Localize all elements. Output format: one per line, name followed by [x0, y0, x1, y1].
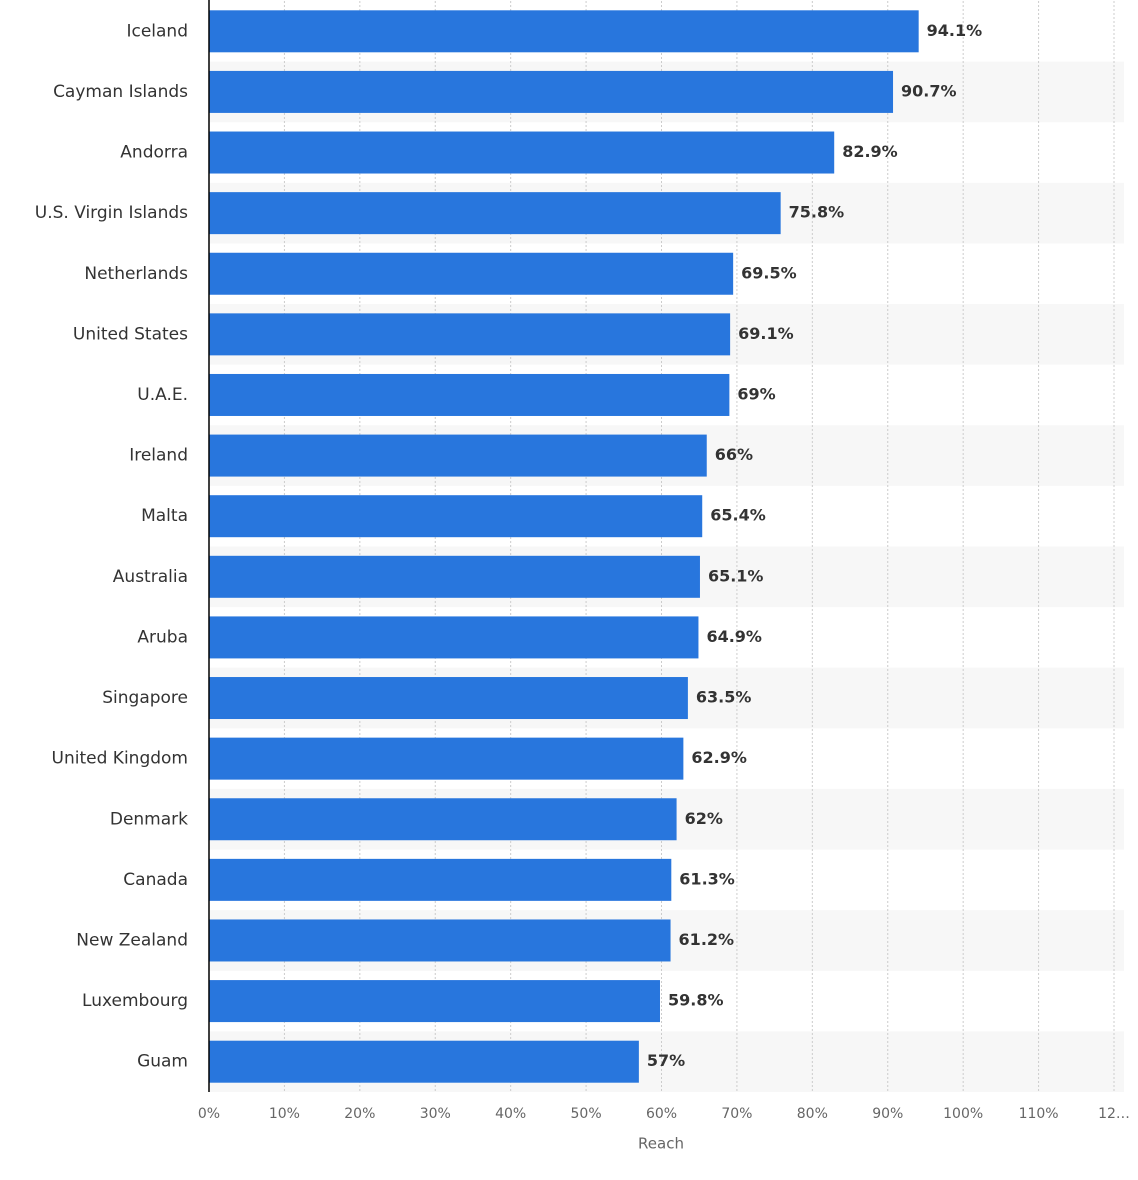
value-label: 94.1%	[927, 21, 983, 40]
bar	[209, 919, 671, 962]
y-tick-label: Guam	[137, 1052, 188, 1072]
bar	[209, 1040, 639, 1083]
bar	[209, 10, 919, 53]
y-tick-label: Denmark	[110, 809, 188, 829]
y-tick-label: Andorra	[120, 143, 188, 163]
y-tick-label: Cayman Islands	[53, 82, 188, 102]
value-label: 62.9%	[691, 748, 747, 767]
value-label: 69.5%	[741, 263, 797, 282]
y-tick-label: Iceland	[126, 21, 188, 41]
value-label: 61.2%	[679, 930, 735, 949]
x-tick-label: 70%	[721, 1106, 752, 1122]
y-tick-label: Malta	[141, 506, 188, 526]
value-label: 65.4%	[710, 506, 766, 525]
bar	[209, 313, 731, 356]
y-tick-label: Luxembourg	[82, 991, 188, 1011]
x-tick-label: 50%	[571, 1106, 602, 1122]
y-tick-label: Canada	[123, 870, 188, 890]
value-label: 66%	[715, 445, 753, 464]
y-tick-label: Ireland	[129, 446, 188, 466]
y-tick-label: U.A.E.	[137, 385, 188, 405]
bar	[209, 616, 699, 659]
bar	[209, 677, 688, 720]
value-label: 59.8%	[668, 991, 724, 1010]
bar	[209, 555, 700, 598]
x-tick-label: 30%	[420, 1106, 451, 1122]
value-label: 57%	[647, 1051, 685, 1070]
x-tick-label: 20%	[344, 1106, 375, 1122]
value-label: 64.9%	[706, 627, 762, 646]
x-tick-label: 0%	[198, 1106, 220, 1122]
value-label: 82.9%	[842, 142, 898, 161]
x-tick-label: 10%	[269, 1106, 300, 1122]
bar	[209, 70, 894, 113]
y-tick-label: U.S. Virgin Islands	[35, 203, 188, 223]
value-label: 69%	[737, 384, 775, 403]
bar	[209, 252, 734, 295]
x-tick-label: 40%	[495, 1106, 526, 1122]
value-label: 90.7%	[901, 81, 957, 100]
x-tick-label: 110%	[1019, 1106, 1059, 1122]
x-tick-label: 80%	[797, 1106, 828, 1122]
bar	[209, 192, 781, 235]
bar	[209, 131, 835, 174]
value-label: 61.3%	[679, 869, 735, 888]
value-label: 75.8%	[789, 203, 845, 222]
bar	[209, 373, 730, 416]
value-label: 69.1%	[738, 324, 794, 343]
x-axis-label: Reach	[638, 1135, 684, 1153]
x-tick-label: 60%	[646, 1106, 677, 1122]
bar	[209, 737, 684, 780]
bar	[209, 495, 703, 538]
y-tick-label: United Kingdom	[52, 749, 188, 769]
value-label: 62%	[685, 809, 723, 828]
bar	[209, 434, 707, 477]
bar	[209, 858, 672, 901]
y-tick-label: Aruba	[137, 627, 188, 647]
bar	[209, 798, 677, 841]
y-tick-label: Netherlands	[84, 264, 188, 284]
y-tick-label: United States	[73, 324, 188, 344]
x-tick-label: 100%	[943, 1106, 983, 1122]
bar	[209, 980, 660, 1023]
y-tick-label: Singapore	[102, 688, 188, 708]
value-label: 65.1%	[708, 566, 764, 585]
x-tick-label: 12…	[1098, 1106, 1130, 1122]
value-label: 63.5%	[696, 688, 752, 707]
y-tick-label: New Zealand	[76, 930, 188, 950]
x-tick-label: 90%	[872, 1106, 903, 1122]
y-tick-label: Australia	[113, 567, 188, 587]
